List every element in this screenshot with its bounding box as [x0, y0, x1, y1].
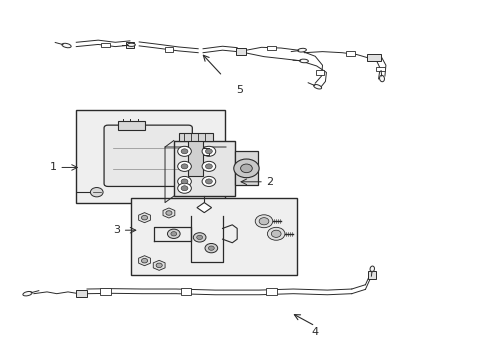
- Ellipse shape: [127, 43, 135, 46]
- Circle shape: [165, 211, 172, 215]
- Polygon shape: [163, 208, 175, 218]
- Circle shape: [255, 215, 272, 228]
- Text: 1: 1: [50, 162, 57, 172]
- Text: 4: 4: [311, 327, 318, 337]
- Circle shape: [141, 258, 147, 263]
- Circle shape: [196, 235, 202, 239]
- Bar: [101, 42, 110, 47]
- Bar: [265, 288, 276, 296]
- Circle shape: [202, 176, 215, 186]
- Polygon shape: [197, 203, 211, 213]
- Polygon shape: [138, 256, 150, 266]
- Bar: [100, 288, 111, 296]
- Circle shape: [181, 149, 187, 154]
- Text: 5: 5: [236, 85, 243, 95]
- Circle shape: [205, 164, 212, 169]
- Circle shape: [181, 179, 187, 184]
- Bar: [126, 41, 134, 48]
- Circle shape: [170, 231, 176, 236]
- Circle shape: [205, 149, 212, 154]
- Circle shape: [177, 146, 191, 156]
- Circle shape: [167, 229, 180, 238]
- Circle shape: [177, 183, 191, 193]
- Text: 3: 3: [113, 225, 120, 235]
- Bar: [367, 271, 375, 279]
- Circle shape: [240, 164, 252, 173]
- Ellipse shape: [369, 266, 374, 272]
- Ellipse shape: [299, 59, 308, 63]
- Circle shape: [177, 176, 191, 186]
- Bar: [235, 48, 246, 55]
- Bar: [131, 198, 297, 275]
- Circle shape: [233, 159, 259, 178]
- Bar: [346, 51, 354, 55]
- Circle shape: [202, 146, 215, 156]
- Circle shape: [205, 179, 212, 184]
- Circle shape: [208, 246, 214, 250]
- Circle shape: [177, 161, 191, 171]
- Bar: [164, 47, 173, 51]
- Circle shape: [90, 188, 103, 197]
- Circle shape: [181, 164, 187, 169]
- Text: 2: 2: [266, 177, 273, 187]
- Ellipse shape: [379, 75, 384, 82]
- Polygon shape: [153, 260, 165, 270]
- Circle shape: [181, 186, 187, 191]
- Ellipse shape: [313, 85, 321, 89]
- Bar: [76, 110, 224, 203]
- Circle shape: [267, 227, 285, 240]
- Circle shape: [202, 161, 215, 171]
- Bar: [180, 288, 191, 296]
- Circle shape: [259, 218, 268, 225]
- Ellipse shape: [297, 48, 306, 52]
- Circle shape: [271, 230, 281, 237]
- Bar: [375, 67, 384, 71]
- Ellipse shape: [62, 43, 71, 48]
- Bar: [188, 135, 203, 176]
- Bar: [266, 46, 275, 50]
- Circle shape: [141, 215, 147, 220]
- Bar: [178, 133, 212, 140]
- Circle shape: [204, 243, 217, 253]
- Bar: [173, 140, 234, 196]
- FancyBboxPatch shape: [104, 125, 192, 186]
- Bar: [76, 291, 87, 297]
- Bar: [234, 151, 258, 185]
- Bar: [315, 70, 324, 75]
- Circle shape: [156, 263, 162, 267]
- Polygon shape: [138, 213, 150, 223]
- Ellipse shape: [23, 292, 32, 296]
- Circle shape: [193, 233, 205, 242]
- Bar: [366, 54, 380, 60]
- Bar: [118, 121, 144, 130]
